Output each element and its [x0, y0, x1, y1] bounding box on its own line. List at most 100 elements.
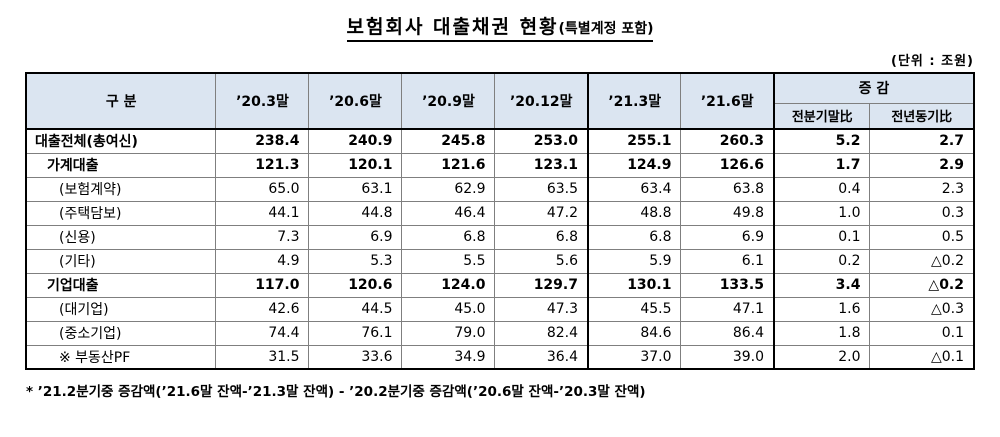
- cell-value: 121.3: [215, 152, 310, 178]
- cell-value: 39.0: [680, 344, 775, 370]
- row-label: (중소기업): [25, 320, 217, 346]
- cell-value: 4.9: [215, 248, 310, 274]
- cell-value: 117.0: [215, 272, 310, 298]
- cell-value: 130.1: [586, 272, 682, 298]
- cell-value: △0.3: [869, 296, 975, 322]
- table-row: (보험계약) 65.0 63.1 62.9 63.5 63.4 63.8 0.4 2.3: [25, 176, 975, 202]
- cell-value: 48.8: [586, 200, 682, 226]
- cell-value: 6.1: [680, 248, 775, 274]
- cell-value: 6.8: [494, 224, 589, 250]
- cell-value: 5.5: [401, 248, 496, 274]
- cell-value: 5.2: [773, 128, 871, 154]
- cell-value: 47.2: [494, 200, 589, 226]
- row-label: (주택담보): [25, 200, 217, 226]
- cell-value: 133.5: [680, 272, 775, 298]
- cell-value: 129.7: [494, 272, 589, 298]
- cell-value: 86.4: [680, 320, 775, 346]
- sub-header-qoq: 전분기말比: [773, 102, 871, 130]
- cell-value: 2.9: [869, 152, 975, 178]
- corner-header: 구 분: [25, 72, 217, 130]
- cell-value: 7.3: [215, 224, 310, 250]
- column-header-20-6: ’20.6말: [308, 72, 403, 130]
- table-row: 가계대출 121.3 120.1 121.6 123.1 124.9 126.6 1.7 2.9: [25, 152, 975, 178]
- cell-value: 63.8: [680, 176, 775, 202]
- loan-table: 구 분 ’20.3말 ’20.6말 ’20.9말 ’20.12말 ’21.3말 …: [24, 72, 975, 370]
- cell-value: 63.1: [308, 176, 403, 202]
- cell-value: 240.9: [308, 128, 403, 154]
- cell-value: △0.2: [869, 272, 975, 298]
- cell-value: 0.5: [869, 224, 975, 250]
- cell-value: 45.0: [401, 296, 496, 322]
- row-label: (신용): [25, 224, 217, 250]
- cell-value: 46.4: [401, 200, 496, 226]
- cell-value: 0.1: [869, 320, 975, 346]
- change-group-header: 증 감: [773, 72, 975, 104]
- cell-value: 6.8: [586, 224, 682, 250]
- table-row: (대기업) 42.6 44.5 45.0 47.3 45.5 47.1 1.6 △0.3: [25, 296, 975, 322]
- cell-value: 44.5: [308, 296, 403, 322]
- cell-value: 253.0: [494, 128, 589, 154]
- cell-value: 74.4: [215, 320, 310, 346]
- cell-value: △0.2: [869, 248, 975, 274]
- cell-value: 124.0: [401, 272, 496, 298]
- table-row: (기타) 4.9 5.3 5.5 5.6 5.9 6.1 0.2 △0.2: [25, 248, 975, 274]
- cell-value: 31.5: [215, 344, 310, 370]
- cell-value: 63.4: [586, 176, 682, 202]
- cell-value: 62.9: [401, 176, 496, 202]
- cell-value: 47.1: [680, 296, 775, 322]
- cell-value: 44.8: [308, 200, 403, 226]
- cell-value: 1.8: [773, 320, 871, 346]
- cell-value: 82.4: [494, 320, 589, 346]
- cell-value: 1.7: [773, 152, 871, 178]
- cell-value: 238.4: [215, 128, 310, 154]
- cell-value: 42.6: [215, 296, 310, 322]
- cell-value: 34.9: [401, 344, 496, 370]
- page-title-main: 보험회사 대출채권 현황: [346, 16, 559, 38]
- cell-value: 2.7: [869, 128, 975, 154]
- page-title-suffix: (특별계정 포함): [558, 21, 654, 37]
- cell-value: 0.3: [869, 200, 975, 226]
- unit-label: (단위 : 조원): [891, 54, 974, 69]
- cell-value: 120.6: [308, 272, 403, 298]
- row-label: (대기업): [25, 296, 217, 322]
- cell-value: 5.9: [586, 248, 682, 274]
- row-label: 기업대출: [25, 272, 217, 298]
- cell-value: 63.5: [494, 176, 589, 202]
- cell-value: 45.5: [586, 296, 682, 322]
- cell-value: 37.0: [586, 344, 682, 370]
- cell-value: 33.6: [308, 344, 403, 370]
- row-label: ※ 부동산PF: [25, 344, 217, 370]
- cell-value: 260.3: [680, 128, 775, 154]
- row-label: 가계대출: [25, 152, 217, 178]
- table-row: ※ 부동산PF 31.5 33.6 34.9 36.4 37.0 39.0 2.0 △0.1: [25, 344, 975, 370]
- cell-value: 6.9: [680, 224, 775, 250]
- loan-table-body: 대출전체(총여신) 238.4 240.9 245.8 253.0 255.1 260.3 5…: [25, 128, 975, 370]
- cell-value: 3.4: [773, 272, 871, 298]
- cell-value: 36.4: [494, 344, 589, 370]
- row-label: (기타): [25, 248, 217, 274]
- table-row: (신용) 7.3 6.9 6.8 6.8 6.8 6.9 0.1 0.5: [25, 224, 975, 250]
- cell-value: 1.6: [773, 296, 871, 322]
- cell-value: 245.8: [401, 128, 496, 154]
- column-header-20-3: ’20.3말: [215, 72, 310, 130]
- row-label: 대출전체(총여신): [25, 128, 217, 154]
- cell-value: 6.8: [401, 224, 496, 250]
- cell-value: 0.4: [773, 176, 871, 202]
- table-row: 기업대출 117.0 120.6 124.0 129.7 130.1 133.5 3.4 △0.…: [25, 272, 975, 298]
- column-header-21-3: ’21.3말: [586, 72, 682, 130]
- cell-value: 1.0: [773, 200, 871, 226]
- page-title: 보험회사 대출채권 현황(특별계정 포함): [346, 12, 654, 42]
- row-label: (보험계약): [25, 176, 217, 202]
- column-header-20-9: ’20.9말: [401, 72, 496, 130]
- cell-value: 79.0: [401, 320, 496, 346]
- cell-value: 49.8: [680, 200, 775, 226]
- table-row: (주택담보) 44.1 44.8 46.4 47.2 48.8 49.8 1.0 0.3: [25, 200, 975, 226]
- cell-value: 120.1: [308, 152, 403, 178]
- sub-header-yoy: 전년동기比: [869, 102, 975, 130]
- cell-value: △0.1: [869, 344, 975, 370]
- cell-value: 255.1: [586, 128, 682, 154]
- cell-value: 123.1: [494, 152, 589, 178]
- cell-value: 2.0: [773, 344, 871, 370]
- cell-value: 6.9: [308, 224, 403, 250]
- cell-value: 47.3: [494, 296, 589, 322]
